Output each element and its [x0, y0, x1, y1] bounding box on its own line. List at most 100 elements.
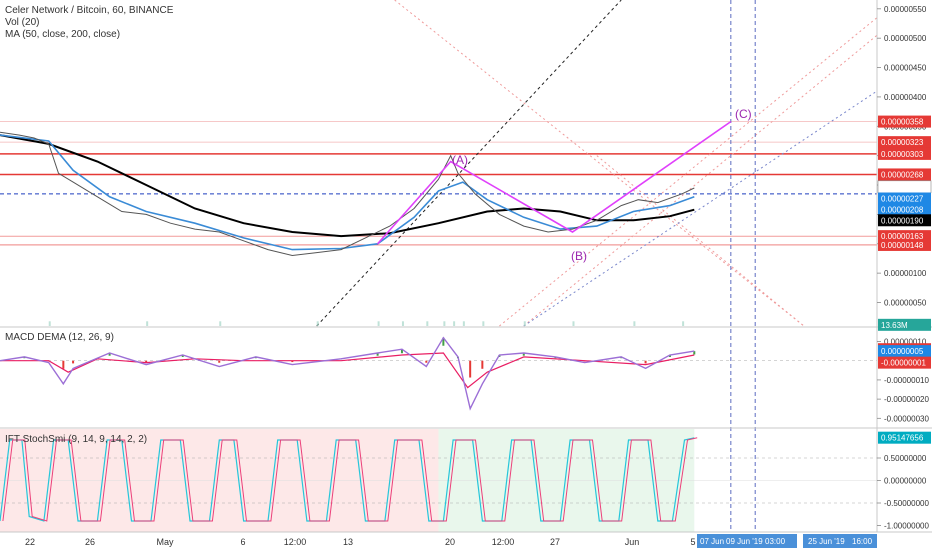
- y-tick-label: 0.50000000: [884, 454, 927, 463]
- x-tick-label: 5: [690, 537, 695, 547]
- price-tag-label: 0.00000303: [881, 150, 924, 159]
- macd-histogram-bar: [668, 354, 671, 357]
- y-tick-label: -0.50000000: [884, 499, 929, 508]
- price-tag-bg: [878, 115, 931, 128]
- volume-bar: [219, 321, 222, 326]
- price-lines: [0, 120, 732, 257]
- legend-symbol: Celer Network / Bitcoin, 60, BINANCE: [5, 5, 174, 16]
- price-tag-label: 0.00000163: [881, 232, 924, 241]
- price-tag-label: 0.95147656: [881, 434, 924, 443]
- trend-line-dashed: [316, 0, 622, 327]
- price-tag-label: 19:45: [881, 183, 902, 192]
- macd-histogram-bar: [644, 360, 647, 364]
- macd-histogram-bar: [72, 360, 75, 364]
- y-tick-label: -0.00000030: [884, 414, 929, 423]
- price-tag-label: 0.00000208: [881, 206, 924, 215]
- ma50-line: [0, 134, 695, 251]
- y-tick-label: 0.00000000: [884, 477, 927, 486]
- volume-bar: [633, 321, 636, 326]
- ma200-line: [0, 134, 695, 238]
- price-tag-bg: [878, 147, 931, 160]
- legend-stoch: IFT StochSmi (9, 14, 9, 14, 2, 2): [5, 434, 147, 445]
- volume-bar: [401, 321, 404, 326]
- x-tick-label: 27: [550, 537, 560, 547]
- price-tag-bg: [878, 356, 931, 369]
- volume-bar: [426, 321, 429, 326]
- macd-histogram-bar: [376, 353, 379, 356]
- price-tag-bg: [878, 318, 931, 331]
- x-tick-label: 12:00: [492, 537, 515, 547]
- channel-line: [523, 34, 878, 327]
- range-label-bg-2: [803, 534, 877, 548]
- range-label-text: 07 Jun: [700, 537, 724, 546]
- price-overlays: [0, 0, 878, 532]
- macd-histogram-bar: [522, 353, 525, 356]
- macd-lines: [0, 336, 877, 411]
- y-tick-label: 0.00000450: [884, 64, 927, 73]
- macd-y-axis[interactable]: 0.00000010 -0.00000010 -0.00000020 -0.00000…: [877, 338, 929, 424]
- macd-signal-line: [0, 352, 695, 389]
- legend-ma: MA (50, close, 200, close): [5, 29, 120, 40]
- macd-histogram-bar: [62, 360, 65, 369]
- price-tag-bg: [878, 431, 931, 444]
- channel-line: [523, 90, 878, 327]
- price-tag-bg: [878, 192, 931, 205]
- volume-bar: [453, 321, 456, 326]
- annotation-b: (B): [571, 249, 587, 263]
- macd-histogram-bar: [481, 360, 484, 369]
- macd-histogram-bar: [218, 360, 221, 363]
- macd-pane-bg: [0, 328, 877, 427]
- x-tick-label: 12:00: [284, 537, 307, 547]
- y-tick-label: 0.00000050: [884, 299, 927, 308]
- time-range-labels: 07 Jun 09 Jun '19 03:00 25 Jun '19 16:00: [697, 534, 877, 548]
- stoch-y-axis[interactable]: 0.50000000 0.00000000 -0.50000000 -1.000000…: [877, 454, 929, 531]
- macd-histogram-bar: [145, 360, 148, 363]
- macd-histogram-bar: [442, 337, 445, 346]
- legend-macd: MACD DEMA (12, 26, 9): [5, 332, 114, 343]
- macd-histogram-bar: [693, 351, 696, 355]
- x-tick-label: 26: [85, 537, 95, 547]
- price-tag-label: 0.00000268: [881, 170, 924, 179]
- price-tag-label: 0.00000227: [881, 195, 924, 204]
- macd-histogram-bar: [469, 360, 472, 378]
- range-label-text: 03:00: [765, 537, 786, 546]
- price-tag-label: -0.00000001: [881, 359, 926, 368]
- volume-bar: [523, 321, 526, 326]
- range-label-text: 16:00: [852, 537, 873, 546]
- y-tick-label: -1.00000000: [884, 522, 929, 531]
- range-label-bg-1: [697, 534, 797, 548]
- volume-bar: [682, 321, 685, 326]
- x-tick-label: 6: [240, 537, 245, 547]
- abc-wave-line: [377, 120, 732, 245]
- diagonal-down-1: [394, 0, 805, 327]
- y-tick-label: 0.00000400: [884, 93, 927, 102]
- price-tag-bg: [878, 345, 931, 358]
- annotation-c: (C): [735, 107, 752, 121]
- y-tick-label: 0.00000550: [884, 5, 927, 14]
- price-tag-label: 0.00000358: [881, 118, 924, 127]
- y-tick-label: 0.00000500: [884, 34, 927, 43]
- x-tick-label: 20: [445, 537, 455, 547]
- price-tag-bg: [878, 214, 931, 227]
- volume-bar: [316, 321, 319, 326]
- macd-histogram-bar: [181, 354, 184, 357]
- price-tag-bg: [878, 203, 931, 216]
- volume-bar: [146, 321, 149, 326]
- macd-histogram-bar: [425, 360, 428, 363]
- x-tick-label: 22: [25, 537, 35, 547]
- price-tag-label: 13.63M: [881, 321, 908, 330]
- macd-line: [0, 336, 695, 411]
- price-tag-bg: [878, 136, 931, 149]
- y-tick-label: 0.00000100: [884, 269, 927, 278]
- stoch-lines: [0, 437, 877, 522]
- volume-bar: [377, 321, 380, 326]
- x-tick-label: 13: [343, 537, 353, 547]
- time-x-axis[interactable]: 22 26 May 6 12:00 13 20 12:00 27 Jun 5: [25, 537, 696, 547]
- price-tag-bg: [878, 168, 931, 181]
- price-tag-label: 0.00000148: [881, 241, 924, 250]
- price-line: [0, 131, 695, 257]
- range-label-text: 25 Jun '19: [808, 537, 845, 546]
- macd-histogram-bar: [291, 360, 294, 363]
